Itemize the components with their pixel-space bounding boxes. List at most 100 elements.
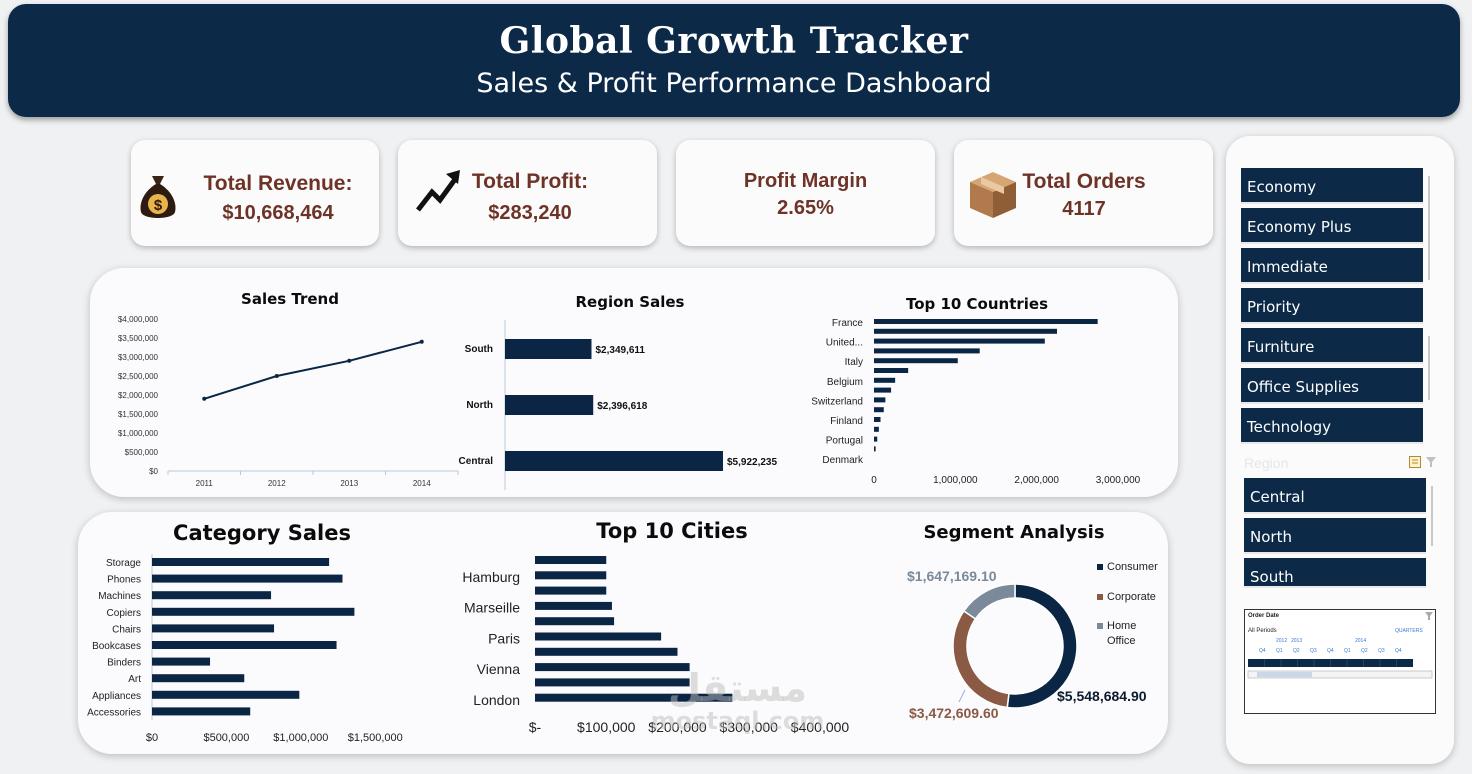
timeline-level-selector[interactable]: QUARTERS [1395, 628, 1423, 634]
sales-trend-xtick: 2013 [340, 479, 358, 488]
slicer-item-economy[interactable]: Economy [1241, 168, 1423, 204]
top-countries-bar [874, 387, 892, 393]
sales-trend-ytick: $4,000,000 [118, 315, 159, 324]
slicer-item-priority[interactable]: Priority [1241, 288, 1423, 324]
kpi-margin-label: Profit Margin [743, 170, 868, 192]
segment-slice [952, 609, 1010, 709]
slicer-item-office-supplies[interactable]: Office Supplies [1241, 368, 1423, 404]
top-countries-bar [874, 368, 909, 373]
region-scrollbar[interactable] [1431, 486, 1433, 546]
top-countries-bar [874, 328, 1057, 334]
sales-trend-chart: $0 $500,000 $1,000,000 $1,500,000 $2,000,000… [118, 315, 459, 488]
category-sales-category: Binders [107, 658, 141, 669]
slicer-item-technology[interactable]: Technology [1241, 408, 1423, 444]
kpi-orders-value: 4117 [1062, 198, 1106, 220]
region-sales-category: Central [459, 456, 494, 467]
sales-trend-ytick: $500,000 [125, 448, 159, 457]
dashboard-title: Global Growth Tracker [499, 20, 969, 62]
slicer-item-south[interactable]: South [1244, 558, 1426, 588]
category-sales-category: Storage [106, 558, 141, 569]
top-cities-xtick: $100,000 [577, 719, 636, 735]
top-cities-bar [535, 556, 607, 564]
segment-legend-label: Home [1107, 620, 1136, 632]
slicer-item-furniture[interactable]: Furniture [1241, 328, 1423, 364]
ship-mode-scrollbar[interactable] [1428, 176, 1430, 280]
watermark-latin: mostaql.com [650, 707, 825, 735]
watermark-arabic: مستقل [668, 666, 807, 710]
segment-legend-label: Office [1107, 635, 1136, 647]
sales-trend-ytick: $2,500,000 [118, 372, 159, 381]
top-countries-bar [874, 377, 896, 383]
watermark: مستقل mostaql.com [645, 668, 830, 734]
clear-filter-icon[interactable] [1426, 457, 1436, 467]
top-cities-xtick: $300,000 [720, 719, 779, 735]
category-sales-category: Machines [98, 591, 141, 602]
region-sales-data-label: $2,349,611 [595, 345, 645, 356]
timeline-quarter: Q3 [1378, 648, 1385, 654]
top-countries-xtick: 3,000,000 [1096, 475, 1141, 486]
slicer-item-north[interactable]: North [1244, 518, 1426, 554]
slicer-item-immediate[interactable]: Immediate [1241, 248, 1423, 284]
top-countries-xtick: 2,000,000 [1014, 475, 1059, 486]
sales-trend-point [202, 396, 207, 401]
timeline-year: 2013 [1291, 638, 1302, 644]
timeline-quarter: Q4 [1395, 648, 1402, 654]
segment-data-label: $1,647,169.10 [907, 568, 997, 584]
kpi-card-orders: Total Orders 4117 [954, 140, 1213, 246]
sales-trend-point [274, 374, 279, 378]
kpi-profit-label: Total Profit: [471, 170, 589, 193]
category-sales-xtick: $1,000,000 [273, 732, 328, 744]
sales-trend-ytick: $3,000,000 [118, 353, 159, 362]
slicer-item-economy-plus[interactable]: Economy Plus [1241, 208, 1423, 244]
top-cities-bar [535, 617, 615, 626]
kpi-card-margin: Profit Margin 2.65% [676, 140, 935, 246]
top-cities-bar [535, 601, 612, 610]
category-sales-bar [152, 624, 275, 633]
category-sales-bar [152, 641, 337, 649]
money-bag-icon: $ [140, 176, 176, 218]
order-date-timeline: Order Date All Periods QUARTERS 2012 2013… [1244, 609, 1436, 714]
region-sales-bar [505, 395, 594, 415]
timeline-all-periods: All Periods [1248, 628, 1277, 634]
top-countries-xtick: 1,000,000 [933, 475, 978, 486]
region-sales-chart: South $2,349,611 North $2,396,618 Central $5,… [459, 320, 777, 490]
sales-trend-ytick: $1,500,000 [118, 410, 159, 419]
category-sales-xtick: $0 [146, 732, 158, 744]
sales-trend-ytick: $1,000,000 [118, 429, 159, 438]
timeline-quarter: Q3 [1310, 648, 1317, 654]
sales-trend-xtick: 2014 [413, 479, 431, 488]
top-countries-category: Denmark [822, 455, 864, 466]
category-scrollbar[interactable] [1428, 336, 1430, 400]
top-countries-category: Belgium [827, 377, 863, 388]
timeline-quarter: Q1 [1344, 648, 1351, 654]
top-cities-title: Top 10 Cities [596, 519, 748, 543]
sales-trend-point [419, 339, 424, 344]
multi-select-icon[interactable] [1409, 456, 1421, 468]
segment-data-label: $5,548,684.90 [1057, 688, 1147, 704]
top-countries-bar [874, 426, 879, 432]
top-countries-title: Top 10 Countries [905, 295, 1049, 313]
top-cities-bar [535, 632, 662, 641]
timeline-clear-icon[interactable] [1425, 612, 1433, 620]
top-cities-xtick: $- [529, 719, 542, 735]
kpi-profit-value: $283,240 [488, 202, 572, 224]
top-cities-category: Marseille [464, 600, 520, 616]
category-sales-xtick: $1,500,000 [348, 732, 403, 744]
category-sales-chart: Storage Phones Machines Copiers Chairs Bookca… [87, 554, 403, 744]
sales-trend-point [347, 358, 352, 363]
category-sales-bar [152, 657, 211, 666]
top-countries-category: France [832, 318, 864, 329]
region-sales-category: South [465, 344, 493, 355]
top-countries-bar [874, 417, 881, 422]
region-sales-data-label: $2,396,618 [597, 401, 647, 412]
top-countries-bar [874, 358, 958, 364]
timeline-quarter: Q4 [1259, 648, 1266, 654]
region-slicer-title: Region [1244, 455, 1289, 471]
sales-trend-xtick: 2012 [268, 479, 286, 488]
timeline-quarter: Q2 [1361, 648, 1368, 654]
timeline-track[interactable]: 2012 2013 2014 Q4 Q1 Q2 Q3 Q4 Q1 Q2 Q3 Q4 [1245, 636, 1435, 682]
category-sales-bar [152, 674, 245, 683]
kpi-revenue-label: Total Revenue: [203, 172, 353, 195]
slicer-item-central[interactable]: Central [1244, 478, 1426, 514]
top-countries-bar [874, 319, 1098, 324]
